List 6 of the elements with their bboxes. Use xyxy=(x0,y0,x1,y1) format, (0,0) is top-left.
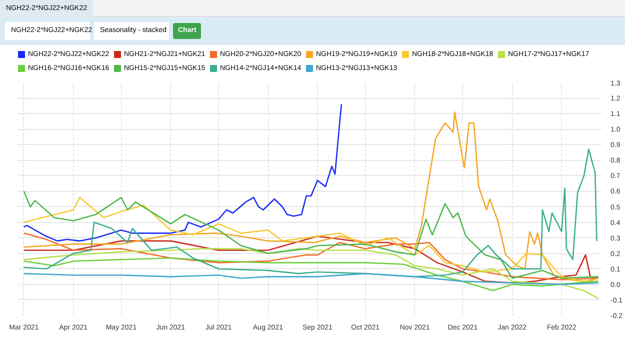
line-series xyxy=(23,257,599,292)
line-series xyxy=(23,272,599,286)
line-series xyxy=(23,248,599,300)
line-series xyxy=(23,148,598,278)
line-series xyxy=(23,111,599,282)
line-series xyxy=(23,104,342,242)
